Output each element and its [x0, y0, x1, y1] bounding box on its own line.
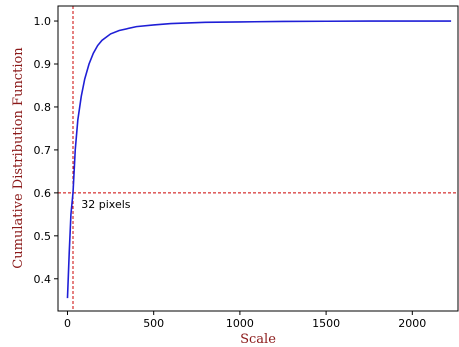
- y-tick-label: 0.8: [34, 101, 52, 114]
- annotations: 32 pixels: [81, 198, 131, 211]
- y-tick-label: 0.6: [34, 187, 52, 200]
- y-tick-label: 0.5: [34, 230, 52, 243]
- y-tick-label: 1.0: [34, 15, 52, 28]
- x-tick-label: 1500: [312, 317, 340, 330]
- plot-frame: [57, 5, 459, 312]
- x-tick-label: 500: [143, 317, 164, 330]
- y-tick-label: 0.4: [34, 273, 52, 286]
- series-group: [66, 20, 452, 299]
- annotation-text: 32 pixels: [81, 198, 131, 211]
- y-tick-label: 0.9: [34, 58, 52, 71]
- reference-lines: [58, 6, 458, 311]
- axis-ticks: 0 500 1000 1500 2000 0.4 0.5 0.6 0.7 0.8 0.9 1.0: [34, 15, 427, 330]
- x-tick-label: 1000: [226, 317, 254, 330]
- y-axis-label: Cumulative Distribution Function: [11, 47, 26, 269]
- x-tick-label: 0: [64, 317, 71, 330]
- y-tick-label: 0.7: [34, 144, 52, 157]
- x-tick-label: 2000: [398, 317, 426, 330]
- cdf-line: [66, 20, 452, 299]
- x-axis-label: Scale: [240, 332, 276, 347]
